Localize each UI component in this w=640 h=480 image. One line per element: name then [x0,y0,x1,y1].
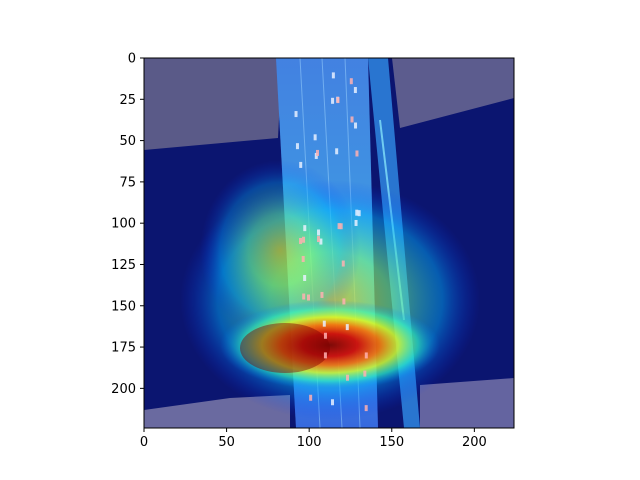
heat-region-left [200,160,360,340]
y-tick-label: 125 [111,258,136,273]
y-tick-label: 175 [111,341,136,356]
vehicle [355,209,359,216]
y-axis: 0 25 50 75 100 125 150 175 200 [111,52,144,397]
vehicle [331,97,335,104]
vehicle [317,229,321,236]
axes-frame [143,57,515,429]
vehicle [294,111,298,118]
vehicle [313,134,317,141]
y-tick-label: 0 [128,52,136,67]
vehicle [364,405,368,412]
vehicle [303,225,307,232]
vehicle [295,143,299,150]
vehicle [339,223,343,230]
vehicle [335,148,339,155]
vehicle [316,149,320,156]
x-tick-label: 50 [218,435,235,450]
vehicle [299,237,303,244]
vehicle [364,352,368,359]
vehicle [354,122,358,129]
heat-peak [240,323,330,373]
vehicle [314,152,318,159]
vehicle [322,320,326,327]
x-tick-label: 200 [462,435,487,450]
vehicle [319,238,323,245]
vehicle [299,161,303,168]
y-tick-label: 200 [111,382,136,397]
vehicle [341,260,345,267]
land-top-right [392,58,514,128]
x-tick-label: 0 [140,435,148,450]
vehicle [317,236,321,243]
vehicle [349,78,353,85]
vehicle [302,236,306,243]
land-bottom-right [420,378,514,428]
vehicle [355,150,359,157]
vehicle [342,298,346,305]
vehicle [331,72,335,79]
x-axis: 0 50 100 150 200 [140,428,487,450]
vehicle [345,324,349,331]
x-tick-label: 150 [379,435,404,450]
y-tick-label: 25 [119,93,136,108]
vehicle [350,116,354,123]
vehicle [354,219,358,226]
vehicle [357,210,361,217]
vehicle [353,87,357,94]
heatmap-image [144,58,514,428]
vehicle [309,394,313,401]
vehicle [337,223,341,230]
y-tick-label: 75 [119,175,136,190]
y-tick-label: 150 [111,299,136,314]
land-bottom-left [144,395,290,428]
vehicle [345,374,349,381]
vehicle [301,255,305,262]
vehicle [323,332,327,339]
y-tick-label: 50 [119,134,136,149]
x-tick-label: 100 [297,435,322,450]
vehicle [320,291,324,298]
vehicles [294,72,368,412]
vehicle [307,294,311,301]
y-tick-label: 100 [111,217,136,232]
vehicle [363,370,367,377]
vehicle [331,399,335,406]
vehicle [336,97,340,104]
vehicle [303,275,307,282]
vehicle [323,352,327,359]
land-top-left [144,58,282,150]
heat-region-core [220,300,440,390]
vehicle [302,293,306,300]
